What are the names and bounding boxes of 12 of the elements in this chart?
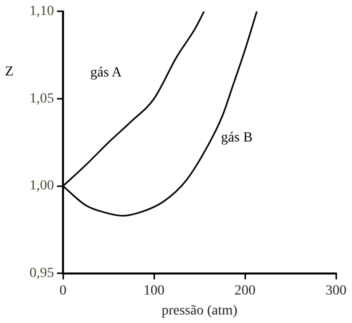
series-label: gás B xyxy=(221,130,253,146)
text: gás A xyxy=(90,65,123,80)
y-tick-label: 1,00 xyxy=(30,178,54,194)
y-tick-label: 1,10 xyxy=(30,4,54,20)
x-tick-label: 0 xyxy=(60,283,66,298)
y-tick-label: 0,95 xyxy=(30,266,54,282)
x-axis-title: pressão (atm) xyxy=(162,303,238,318)
x-tick-label: 300 xyxy=(326,283,346,298)
y-tick-label: 1,05 xyxy=(30,91,54,106)
x-tick-label: 200 xyxy=(234,283,256,298)
x-tick-label: 100 xyxy=(144,283,164,298)
y-axis-title: Z xyxy=(5,64,14,80)
